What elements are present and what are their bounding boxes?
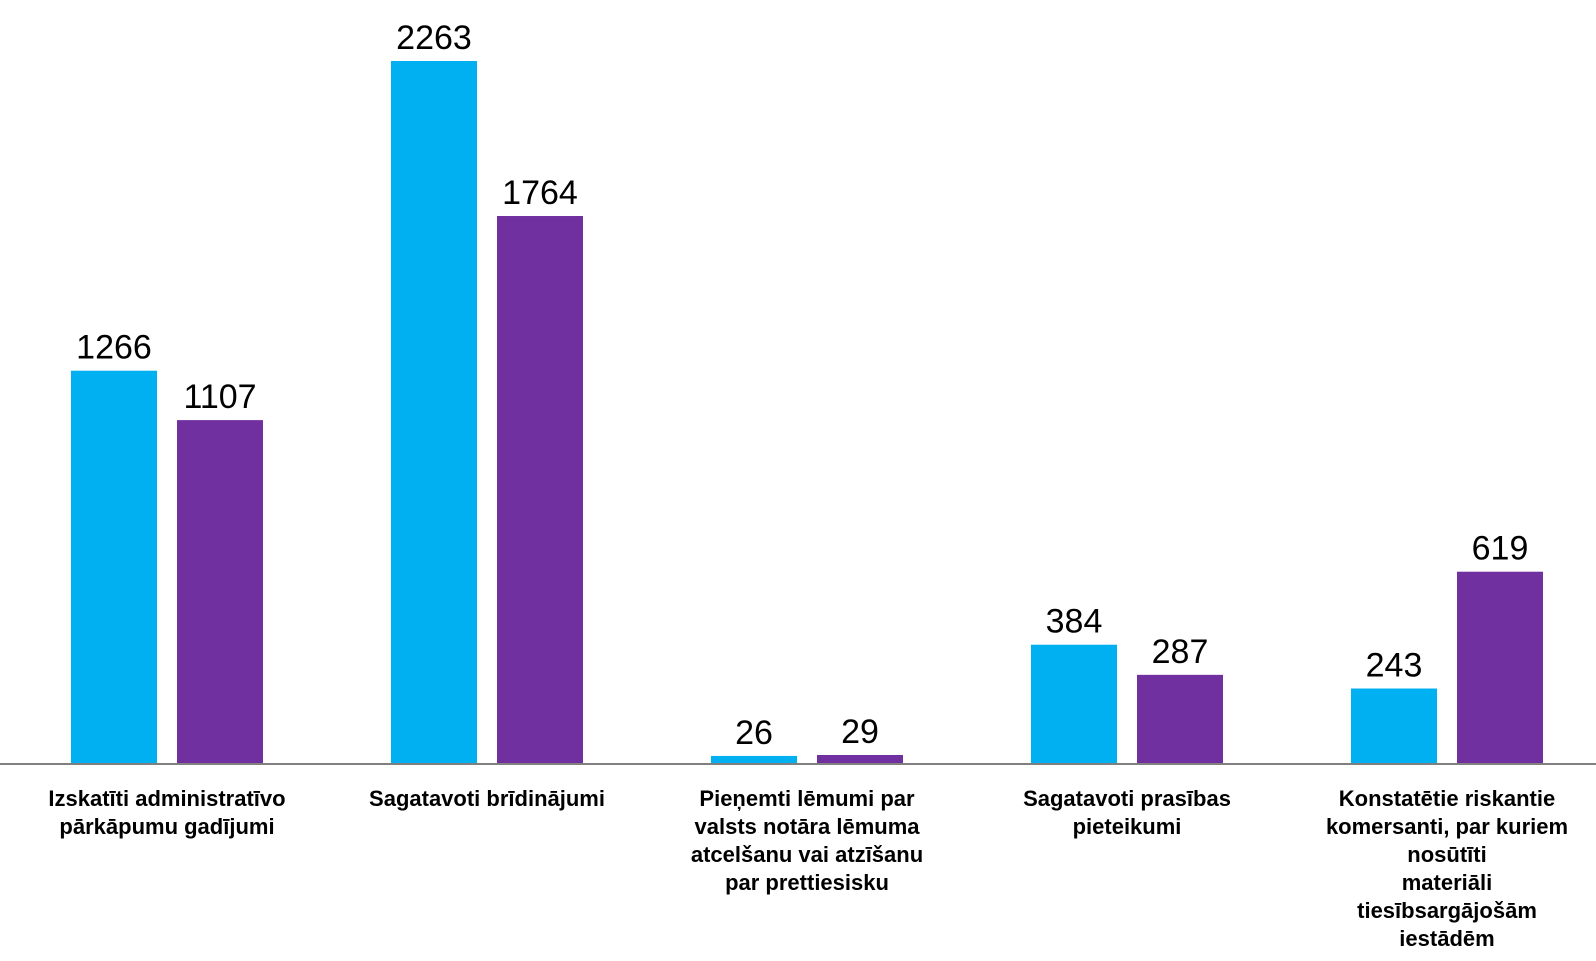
category-labels-group: Izskatīti administratīvo pārkāpumu gadīju… [48,786,1568,951]
value-labels-group: 1266 1107 2263 1764 26 29 384 287 243 619 [76,19,1528,752]
value-label-3-series-1: 26 [735,714,773,752]
bar-2-series-1 [391,61,477,764]
category-label-2: Sagatavoti brīdinājumi [369,786,605,811]
category-label-1: Izskatīti administratīvo pārkāpumu gadīju… [48,786,285,839]
bar-2-series-2 [497,216,583,764]
bar-5-series-1 [1351,688,1437,764]
value-label-3-series-2: 29 [841,713,879,751]
bars-group [71,61,1543,764]
bar-3-series-1 [711,755,797,764]
bar-1-series-1 [71,370,157,764]
value-label-1-series-2: 1107 [183,378,256,416]
value-label-2-series-1: 2263 [396,19,472,57]
category-label-4: Sagatavoti prasības pieteikumi [1023,786,1231,839]
bar-1-series-2 [177,420,263,764]
bar-5-series-2 [1457,571,1543,764]
category-label-5: Konstatētie riskantie komersanti, par kur… [1326,786,1568,951]
value-label-4-series-2: 287 [1152,633,1209,671]
bar-3-series-2 [817,754,903,764]
value-label-5-series-2: 619 [1472,530,1529,568]
bar-4-series-2 [1137,674,1223,764]
value-label-4-series-1: 384 [1046,603,1103,641]
value-label-2-series-2: 1764 [502,174,578,212]
bar-4-series-1 [1031,644,1117,764]
category-label-3: Pieņemti lēmumi par valsts notāra lēmuma a… [691,786,923,895]
value-label-5-series-1: 243 [1366,647,1423,685]
value-label-1-series-1: 1266 [76,329,152,367]
